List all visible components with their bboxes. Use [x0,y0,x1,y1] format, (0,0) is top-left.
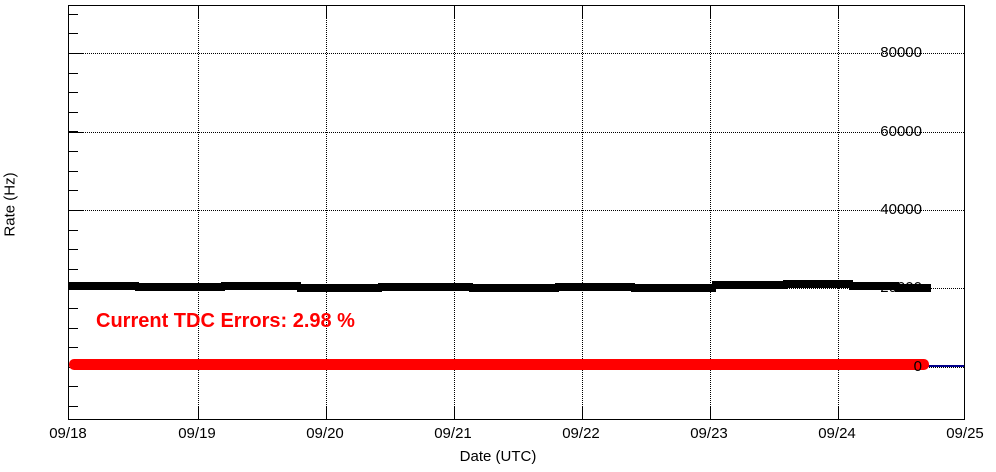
ytick-minor [69,328,78,329]
xtick-top-0924 [838,6,839,19]
ytick-major-60000 [69,132,84,133]
y-axis-title: Rate (Hz) [1,172,19,237]
ytick-minor [69,33,78,34]
xtick-0920 [326,406,327,419]
ytick-minor [69,230,78,231]
series-total-rate [378,283,473,291]
gridline-x-0920 [326,6,327,419]
xtick-0922 [582,406,583,419]
series-total-rate [712,281,787,289]
xtick-label-0919: 09/19 [178,425,216,442]
ytick-label-60000: 60000 [880,123,922,140]
ytick-minor [69,112,78,113]
xtick-top-0919 [198,6,199,19]
ytick-minor [69,347,78,348]
xtick-top-0920 [326,6,327,19]
ytick-minor [69,249,78,250]
gridline-x-0924 [838,6,839,419]
series-total-rate [469,284,559,292]
plot-area: Current TDC Errors: 2.98 % [68,5,965,420]
series-total-rate [297,284,382,292]
ytick-label-40000: 40000 [880,201,922,218]
gridline-x-0923 [710,6,711,419]
xtick-top-0921 [454,6,455,19]
tdc-errors-annotation: Current TDC Errors: 2.98 % [96,310,355,332]
xtick-top-0922 [582,6,583,19]
xtick-label-0918: 09/18 [49,425,87,442]
series-total-rate [555,283,635,291]
ytick-label-20000: 20000 [880,279,922,296]
xtick-label-0920: 09/20 [306,425,344,442]
series-total-rate [849,282,899,290]
ytick-minor [69,190,78,191]
xtick-0923 [710,406,711,419]
series-total-rate [895,284,931,292]
xtick-label-0925: 09/25 [946,425,984,442]
ytick-major-40000 [69,210,84,211]
ytick-label-0: 0 [913,358,922,375]
ytick-minor [69,73,78,74]
xtick-label-0923: 09/23 [690,425,728,442]
xtick-0921 [454,406,455,419]
gridline-y-80000 [69,53,964,54]
ytick-major-80000 [69,53,84,54]
gridline-x-0919 [198,6,199,419]
ytick-minor [69,308,78,309]
series-total-rate [783,280,853,288]
xtick-0924 [838,406,839,419]
ytick-minor [69,386,78,387]
xtick-0919 [198,406,199,419]
series-tdc-error-rate [69,359,929,370]
ytick-minor [69,14,78,15]
series-baseline-trace [927,365,964,367]
series-total-rate [135,283,225,291]
ytick-minor [69,406,78,407]
ytick-minor [69,269,78,270]
ytick-minor [69,171,78,172]
xtick-label-0922: 09/22 [562,425,600,442]
ytick-minor [69,151,78,152]
gridline-x-0921 [454,6,455,419]
xtick-label-0924: 09/24 [818,425,856,442]
ytick-minor [69,92,78,93]
xtick-top-0923 [710,6,711,19]
gridline-y-40000 [69,210,964,211]
x-axis-title: Date (UTC) [459,448,537,465]
xtick-label-0921: 09/21 [434,425,472,442]
gridline-y-60000 [69,132,964,133]
series-total-rate [221,282,301,290]
series-total-rate [69,282,139,290]
ytick-minor [69,131,78,132]
ytick-label-80000: 80000 [880,44,922,61]
gridline-x-0922 [582,6,583,419]
series-total-rate [631,284,716,292]
